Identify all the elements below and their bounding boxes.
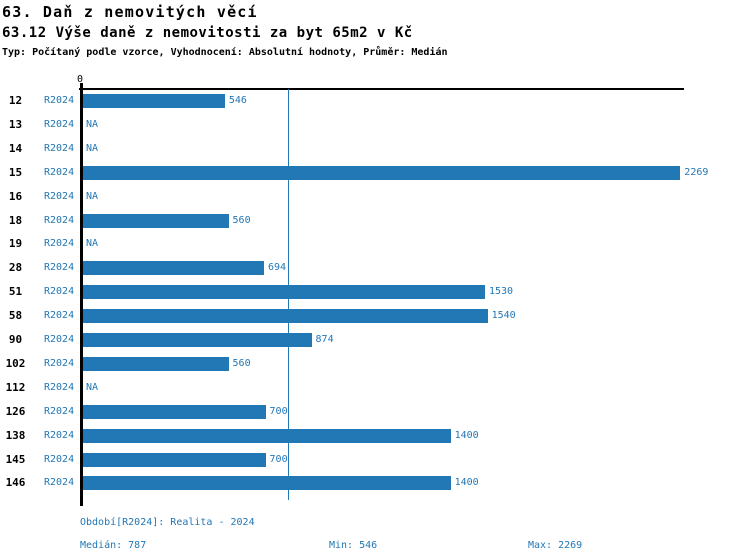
bar-value-label: 1400: [454, 429, 479, 441]
row-series-label: R2024: [44, 381, 75, 393]
row-series-label: R2024: [44, 334, 75, 345]
bar-value-label: 700: [269, 405, 288, 417]
row-series-label: R2024: [44, 453, 75, 465]
bar-value-label: 1540: [491, 310, 516, 322]
bar: [83, 333, 312, 347]
row-category-label: 14: [8, 141, 23, 155]
x-axis-zero-tick-label: 0: [76, 74, 84, 85]
bar: [83, 94, 225, 108]
row-series-label: R2024: [44, 262, 75, 274]
row-category-label: 15: [8, 165, 23, 179]
row-category-label: 138: [5, 428, 26, 442]
y-axis-line: [80, 83, 83, 506]
bar-value-label: 2269: [684, 166, 709, 178]
row-series-label: R2024: [44, 214, 75, 226]
bar: [83, 452, 266, 467]
bar: [83, 261, 264, 276]
bar-value-label: 874: [315, 334, 334, 345]
row-series-label: R2024: [44, 118, 75, 130]
chart-title-line2: 63.12 Výše daně z nemovitosti za byt 65m…: [2, 25, 413, 41]
bar: [83, 285, 485, 300]
bar: [83, 356, 229, 371]
row-series-label: R2024: [44, 357, 75, 369]
row-category-label: 13: [8, 117, 23, 131]
bar: [83, 213, 229, 228]
bar-na-label: NA: [86, 190, 99, 202]
row-category-label: 58: [8, 309, 23, 323]
row-series-label: R2024: [44, 286, 75, 298]
row-category-label: 18: [8, 213, 23, 227]
row-series-label: R2024: [44, 238, 75, 250]
row-series-label: R2024: [44, 142, 75, 154]
row-series-label: R2024: [44, 166, 75, 178]
row-category-label: 145: [5, 452, 26, 466]
bar: [83, 309, 488, 324]
footer-max: Max: 2269: [528, 540, 583, 551]
footer-median: Medián: 787: [80, 540, 147, 551]
bar-value-label: 694: [267, 262, 287, 274]
row-series-label: R2024: [44, 477, 75, 489]
footer-min: Min: 546: [329, 540, 378, 551]
chart-subtitle: Typ: Počítaný podle vzorce, Vyhodnocení:…: [2, 47, 448, 58]
row-series-label: R2024: [44, 429, 75, 441]
row-category-label: 28: [8, 261, 23, 275]
row-series-label: R2024: [44, 95, 75, 106]
footer-period: Období[R2024]: Realita - 2024: [80, 517, 255, 528]
bar: [83, 428, 451, 443]
bar: [83, 165, 681, 180]
bar: [83, 476, 451, 491]
row-category-label: 146: [5, 476, 26, 490]
bar: [83, 404, 266, 419]
row-series-label: R2024: [44, 310, 75, 322]
bar-value-label: 1400: [454, 477, 479, 489]
row-series-label: R2024: [44, 190, 75, 202]
bar-value-label: 1530: [488, 286, 514, 298]
bar-na-label: NA: [86, 142, 99, 154]
row-category-label: 126: [5, 404, 26, 418]
bar-value-label: 560: [232, 357, 251, 369]
row-category-label: 19: [8, 237, 23, 251]
row-series-label: R2024: [44, 405, 75, 417]
row-category-label: 90: [8, 333, 23, 346]
bar-na-label: NA: [86, 381, 99, 393]
bar-na-label: NA: [86, 118, 99, 130]
row-category-label: 12: [8, 94, 23, 107]
bar-na-label: NA: [86, 238, 99, 250]
row-category-label: 51: [8, 285, 23, 299]
bar-value-label: 700: [269, 453, 288, 465]
bar-value-label: 560: [232, 214, 251, 226]
x-axis-line: [79, 88, 684, 90]
row-category-label: 102: [5, 356, 26, 370]
row-category-label: 112: [5, 380, 26, 394]
row-category-label: 16: [8, 189, 23, 203]
bar-value-label: 546: [228, 95, 247, 106]
chart-title-line1: 63. Daň z nemovitých věcí: [2, 3, 258, 21]
